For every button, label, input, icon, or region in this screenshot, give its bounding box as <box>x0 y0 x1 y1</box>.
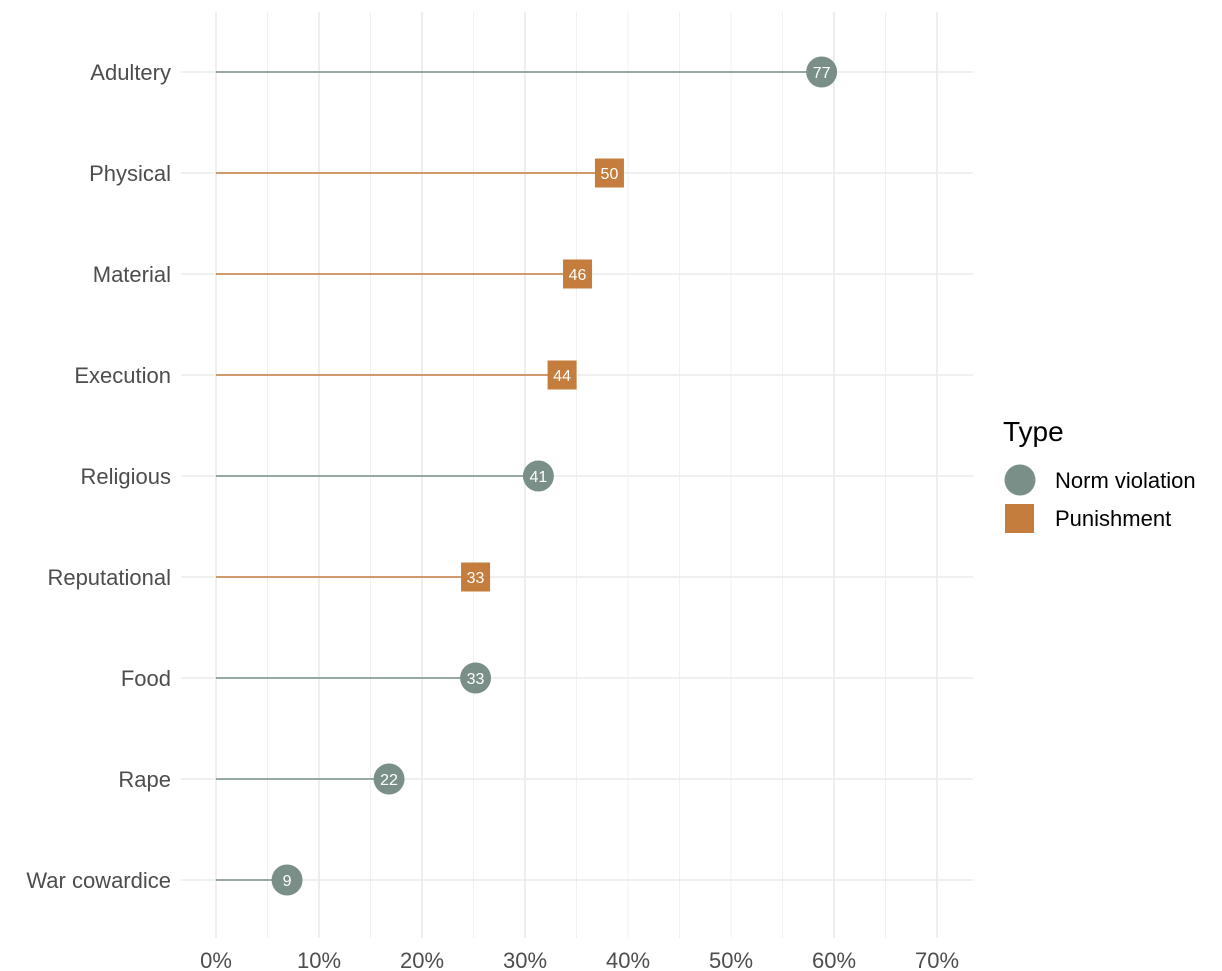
legend-key-square <box>1005 504 1034 533</box>
punishment-point <box>461 562 491 592</box>
legend-key-circle <box>1004 464 1036 496</box>
x-tick-label: 30% <box>503 948 547 971</box>
y-category-label: Material <box>93 262 171 287</box>
point-value-label: 41 <box>529 469 547 486</box>
y-category-label: Execution <box>74 363 171 388</box>
norm-violation-point <box>271 864 303 896</box>
point-value-label: 46 <box>569 267 587 284</box>
legend-title: Type <box>1003 416 1064 447</box>
punishment-point <box>594 158 624 188</box>
y-category-label: War cowardice <box>26 868 171 893</box>
grid-layer <box>181 12 973 938</box>
point-value-label: 22 <box>380 772 398 789</box>
y-category-label: Food <box>121 666 171 691</box>
legend-entry-label: Norm violation <box>1055 468 1196 493</box>
norm-violation-point <box>460 662 492 694</box>
punishment-point <box>563 259 593 289</box>
x-axis-ticks: 0% 10% 20% 30% 40% 50% 60% 70% <box>200 948 959 971</box>
point-value-label: 77 <box>813 65 831 82</box>
x-tick-label: 50% <box>709 948 753 971</box>
legend-entry-label: Punishment <box>1055 506 1171 531</box>
x-tick-label: 20% <box>400 948 444 971</box>
x-tick-label: 40% <box>606 948 650 971</box>
x-tick-label: 70% <box>915 948 959 971</box>
data-marks: 77 50 46 44 41 33 33 22 9 <box>216 56 838 896</box>
y-category-label: Rape <box>118 767 171 792</box>
y-category-label: Physical <box>89 161 171 186</box>
y-category-label: Adultery <box>90 60 171 85</box>
point-value-label: 33 <box>467 671 485 688</box>
legend: Type Norm violation Punishment <box>1003 416 1196 533</box>
point-value-label: 44 <box>553 368 571 385</box>
norm-violation-point <box>522 460 554 492</box>
norm-violation-point <box>806 56 838 88</box>
point-value-label: 33 <box>467 570 485 587</box>
punishment-point <box>547 360 577 390</box>
x-tick-label: 10% <box>297 948 341 971</box>
x-tick-label: 60% <box>812 948 856 971</box>
y-category-label: Religious <box>81 464 172 489</box>
x-tick-label: 0% <box>200 948 232 971</box>
y-category-label: Reputational <box>47 565 171 590</box>
norm-violation-point <box>373 763 405 795</box>
point-value-label: 9 <box>283 873 292 890</box>
point-value-label: 50 <box>601 166 619 183</box>
y-axis-categories: Adultery Physical Material Execution Religio… <box>26 60 171 893</box>
